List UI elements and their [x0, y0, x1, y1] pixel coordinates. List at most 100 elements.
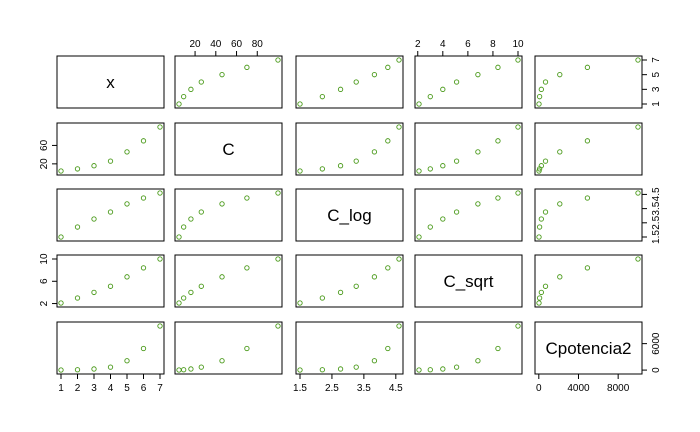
data-point [337, 163, 344, 169]
left-axis-C_sqrt: 2 6 10 [39, 253, 57, 306]
panel-r1-c5 [534, 55, 643, 109]
data-point [188, 216, 194, 222]
panel-r2-c3 [295, 122, 404, 176]
tick-label: 2 [75, 383, 81, 394]
data-point [124, 274, 130, 280]
data-point [176, 234, 182, 240]
panel-frame [534, 254, 643, 308]
data-point [140, 345, 147, 352]
data-point [176, 367, 182, 373]
panel-frame [56, 321, 165, 375]
panel-frame [174, 254, 283, 308]
panel-r5-c3 [295, 321, 404, 375]
data-point [353, 158, 359, 164]
data-point [275, 190, 281, 196]
data-point [181, 367, 187, 373]
panel-frame [174, 321, 283, 375]
panel-r5-c1 [56, 321, 165, 375]
data-point [219, 72, 225, 78]
tick-label: 80 [252, 39, 264, 50]
data-point [297, 168, 303, 174]
data-point [319, 367, 325, 373]
right-axis-x: 1 3 5 7 [642, 57, 662, 107]
data-point [198, 79, 204, 85]
panel-r3-c3: C_log [295, 188, 404, 242]
tick-label: 6 [39, 278, 50, 284]
data-point [188, 86, 194, 92]
data-point [536, 300, 542, 306]
data-point [337, 86, 344, 92]
tick-label: 1.5 [293, 383, 307, 394]
tick-label: 6 [141, 383, 147, 394]
data-point [107, 283, 114, 289]
data-point [58, 168, 64, 174]
data-point [538, 289, 544, 296]
tick-label: 8 [490, 39, 496, 50]
panel-frame [174, 188, 283, 242]
top-axis-C_sqrt: 2 4 6 8 10 [415, 39, 524, 56]
data-point [219, 274, 225, 280]
data-point [542, 283, 549, 289]
data-point [453, 364, 460, 370]
panel-frame [56, 188, 165, 242]
data-point [319, 94, 325, 100]
tick-label: 10 [512, 39, 524, 50]
data-point [635, 190, 641, 196]
data-point [385, 265, 391, 271]
panel-frame [295, 321, 404, 375]
data-point [297, 300, 303, 306]
data-point [107, 364, 114, 370]
panel-frame [56, 122, 165, 176]
panel-r5-c4 [414, 321, 523, 375]
data-point [58, 367, 64, 373]
tick-label: 8000 [607, 383, 630, 394]
tick-label: 60 [39, 139, 50, 151]
panel-r2-c5 [534, 122, 643, 176]
data-point [157, 256, 163, 262]
panel-r3-c4 [414, 188, 523, 242]
tick-label: 60 [231, 39, 243, 50]
data-point [188, 289, 194, 296]
data-point [538, 163, 544, 169]
data-point [635, 256, 641, 262]
tick-label: 4.5 [651, 187, 662, 201]
data-point [157, 323, 163, 329]
right-axis-Cpotencia2: 0 6000 [642, 332, 662, 373]
data-point [453, 158, 460, 164]
data-point [107, 209, 114, 215]
tick-label: 0 [536, 383, 542, 394]
tick-label: 7 [157, 383, 163, 394]
tick-label: 5 [124, 383, 130, 394]
data-point [124, 149, 130, 155]
data-point [542, 209, 549, 215]
data-point [188, 366, 194, 372]
panel-frame [534, 55, 643, 109]
data-point [74, 295, 81, 301]
data-point [584, 265, 591, 271]
data-point [371, 274, 378, 280]
tick-label: 3 [91, 383, 97, 394]
tick-label: 3.5 [357, 383, 371, 394]
data-point [495, 138, 501, 144]
data-point [475, 72, 481, 78]
data-point [198, 209, 204, 215]
data-point [536, 101, 542, 107]
tick-label: 2.5 [325, 383, 339, 394]
data-point [275, 256, 281, 262]
data-point [353, 79, 359, 85]
data-point [557, 72, 563, 78]
data-point [475, 149, 481, 155]
data-point [385, 64, 391, 70]
data-point [353, 364, 359, 370]
tick-label: 4.5 [389, 383, 403, 394]
panel-frame [295, 188, 404, 242]
panel-r3-c2 [174, 188, 283, 242]
data-point [176, 300, 182, 306]
panel-r1-c3 [295, 55, 404, 109]
tick-label: 2 [415, 39, 421, 50]
data-point [515, 323, 521, 329]
panel-frame [414, 122, 523, 176]
